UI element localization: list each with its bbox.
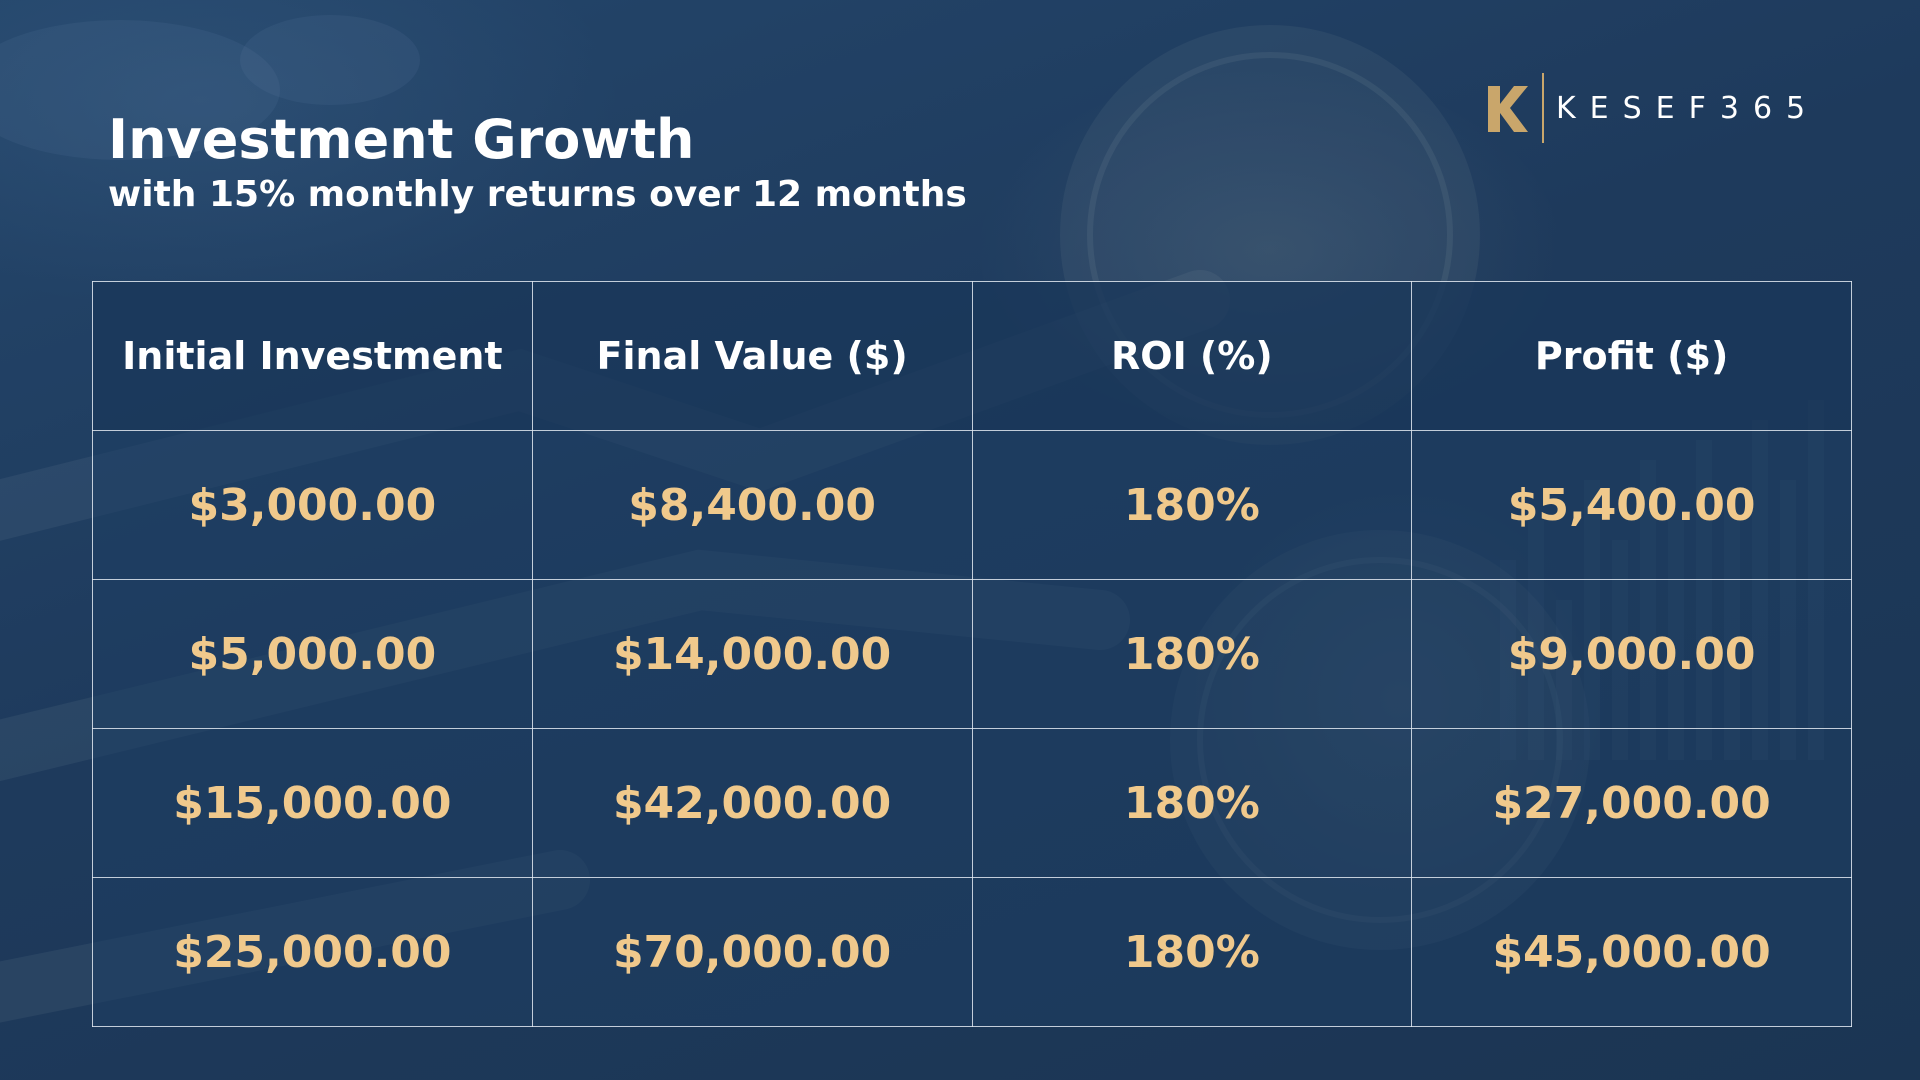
table-header-row: Initial Investment Final Value ($) ROI (… (92, 281, 1852, 431)
table-row: $3,000.00 $8,400.00 180% $5,400.00 (92, 430, 1852, 580)
cell-profit: $9,000.00 (1411, 579, 1852, 729)
cell-final-value: $70,000.00 (531, 877, 973, 1027)
column-header-initial-investment: Initial Investment (92, 281, 533, 431)
cell-initial-investment: $3,000.00 (92, 430, 533, 580)
logo-divider (1542, 73, 1544, 143)
cell-initial-investment: $25,000.00 (92, 877, 533, 1027)
table-row: $15,000.00 $42,000.00 180% $27,000.00 (92, 728, 1852, 878)
page-title: Investment Growth (108, 108, 695, 171)
cell-roi: 180% (971, 579, 1413, 729)
cell-roi: 180% (971, 430, 1413, 580)
cell-final-value: $8,400.00 (531, 430, 973, 580)
column-header-roi: ROI (%) (971, 281, 1413, 431)
cell-final-value: $14,000.00 (531, 579, 973, 729)
cell-profit: $45,000.00 (1411, 877, 1852, 1027)
cell-final-value: $42,000.00 (531, 728, 973, 878)
logo-wordmark: KESEF365 (1556, 90, 1820, 126)
cell-initial-investment: $15,000.00 (92, 728, 533, 878)
page-subtitle: with 15% monthly returns over 12 months (108, 173, 967, 215)
column-header-profit: Profit ($) (1411, 281, 1852, 431)
title-block: Investment Growth with 15% monthly retur… (108, 108, 967, 216)
cell-initial-investment: $5,000.00 (92, 579, 533, 729)
cell-profit: $27,000.00 (1411, 728, 1852, 878)
investment-table: Initial Investment Final Value ($) ROI (… (92, 281, 1852, 1027)
cell-roi: 180% (971, 728, 1413, 878)
table-row: $25,000.00 $70,000.00 180% $45,000.00 (92, 877, 1852, 1027)
table-row: $5,000.00 $14,000.00 180% $9,000.00 (92, 579, 1852, 729)
cell-roi: 180% (971, 877, 1413, 1027)
cell-profit: $5,400.00 (1411, 430, 1852, 580)
column-header-final-value: Final Value ($) (531, 281, 973, 431)
logo-k-mark-icon (1488, 86, 1528, 132)
brand-logo: KESEF365 (1484, 72, 1819, 144)
